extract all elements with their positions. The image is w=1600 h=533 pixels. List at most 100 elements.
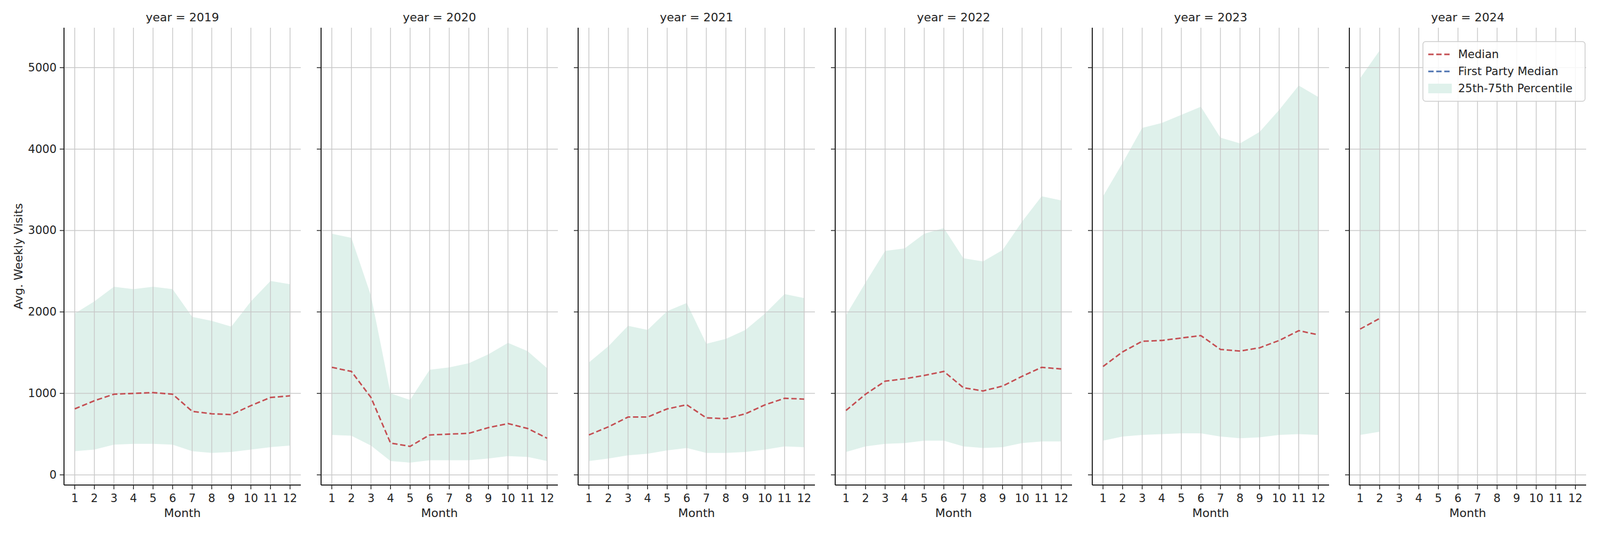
grid-y xyxy=(1092,393,1330,395)
x-tick-label: 12 xyxy=(282,492,298,506)
y-tick xyxy=(1088,474,1093,476)
x-tick xyxy=(1555,485,1557,490)
y-tick xyxy=(830,312,836,314)
median-line xyxy=(1102,330,1319,367)
plot-area xyxy=(64,27,301,486)
x-tick xyxy=(526,485,528,490)
grid-x xyxy=(608,27,610,486)
grid-x xyxy=(1180,27,1182,486)
grid-y xyxy=(578,474,815,476)
y-tick xyxy=(573,67,579,69)
y-tick xyxy=(573,474,579,476)
x-tick xyxy=(725,485,727,490)
x-tick-label: 3 xyxy=(1138,492,1146,506)
y-tick xyxy=(573,393,579,395)
legend-swatch xyxy=(1428,70,1452,73)
grid-y xyxy=(1349,230,1587,232)
x-tick xyxy=(429,485,431,490)
grid-x xyxy=(250,27,252,486)
grid-x xyxy=(904,27,906,486)
grid-x xyxy=(943,27,945,486)
grid-x xyxy=(133,27,135,486)
y-tick xyxy=(1088,230,1093,232)
x-tick xyxy=(1220,485,1222,490)
x-tick-label: 8 xyxy=(722,492,730,506)
x-tick-label: 4 xyxy=(644,492,652,506)
grid-y xyxy=(1092,67,1330,69)
grid-y xyxy=(64,312,301,314)
x-tick-label: 11 xyxy=(777,492,792,506)
x-tick xyxy=(1041,485,1043,490)
grid-y xyxy=(1092,312,1330,314)
grid-x xyxy=(526,27,528,486)
legend-label: Median xyxy=(1458,48,1499,61)
y-tick xyxy=(59,148,64,150)
y-tick xyxy=(59,230,64,232)
panel: 123456789101112year = 2020Month xyxy=(316,10,558,520)
x-tick xyxy=(1259,485,1261,490)
grid-x xyxy=(1317,27,1319,486)
x-tick xyxy=(1477,485,1479,490)
x-tick xyxy=(152,485,154,490)
x-tick xyxy=(1496,485,1498,490)
x-tick-label: 8 xyxy=(1493,492,1501,506)
grid-x xyxy=(1259,27,1261,486)
x-axis xyxy=(64,484,301,486)
grid-x xyxy=(666,27,668,486)
y-tick xyxy=(316,148,322,150)
y-axis xyxy=(63,27,65,486)
grid-x xyxy=(390,27,392,486)
plot-area xyxy=(1092,27,1330,486)
x-tick xyxy=(1021,485,1023,490)
grid-x xyxy=(865,27,867,486)
x-tick-label: 12 xyxy=(1568,492,1583,506)
y-tick xyxy=(1345,474,1350,476)
grid-y xyxy=(321,148,558,150)
x-tick-label: 4 xyxy=(387,492,395,506)
x-tick-label: 9 xyxy=(998,492,1006,506)
x-tick-label: 10 xyxy=(243,492,259,506)
x-tick-label: 1 xyxy=(70,492,78,506)
y-axis xyxy=(1348,27,1350,486)
panel-title: year = 2022 xyxy=(916,10,991,24)
panel-title: year = 2019 xyxy=(145,10,220,24)
x-tick-label: 1 xyxy=(1099,492,1107,506)
panel-title: year = 2020 xyxy=(402,10,477,24)
grid-x xyxy=(1359,27,1361,486)
percentile-band xyxy=(588,294,805,462)
grid-x xyxy=(647,27,649,486)
x-tick xyxy=(1359,485,1361,490)
x-axis-label: Month xyxy=(935,506,973,520)
y-tick xyxy=(316,67,322,69)
x-tick-label: 8 xyxy=(465,492,472,506)
grid-x xyxy=(764,27,766,486)
grid-x xyxy=(93,27,95,486)
x-tick-label: 9 xyxy=(1256,492,1263,506)
grid-y xyxy=(1349,393,1587,395)
grid-x xyxy=(350,27,352,486)
legend-swatch xyxy=(1428,83,1452,94)
grid-y xyxy=(578,230,815,232)
x-tick-label: 7 xyxy=(702,492,710,506)
y-tick xyxy=(59,393,64,395)
grid-y xyxy=(64,474,301,476)
x-tick xyxy=(1516,485,1518,490)
y-tick xyxy=(59,312,64,314)
percentile-band xyxy=(331,234,548,463)
x-tick xyxy=(627,485,629,490)
y-tick xyxy=(573,148,579,150)
legend-label: First Party Median xyxy=(1458,65,1559,78)
grid-x xyxy=(269,27,271,486)
x-tick xyxy=(1239,485,1241,490)
x-tick-label: 12 xyxy=(796,492,812,506)
x-tick-label: 5 xyxy=(149,492,157,506)
x-tick xyxy=(1141,485,1143,490)
grid-x xyxy=(468,27,470,486)
x-tick xyxy=(923,485,925,490)
panel: 123456789101112year = 2024MonthMedianFir… xyxy=(1345,10,1587,520)
percentile-band xyxy=(74,281,291,453)
x-tick-label: 6 xyxy=(683,492,691,506)
grid-x xyxy=(1220,27,1222,486)
x-tick-label: 2 xyxy=(347,492,355,506)
grid-x xyxy=(982,27,984,486)
